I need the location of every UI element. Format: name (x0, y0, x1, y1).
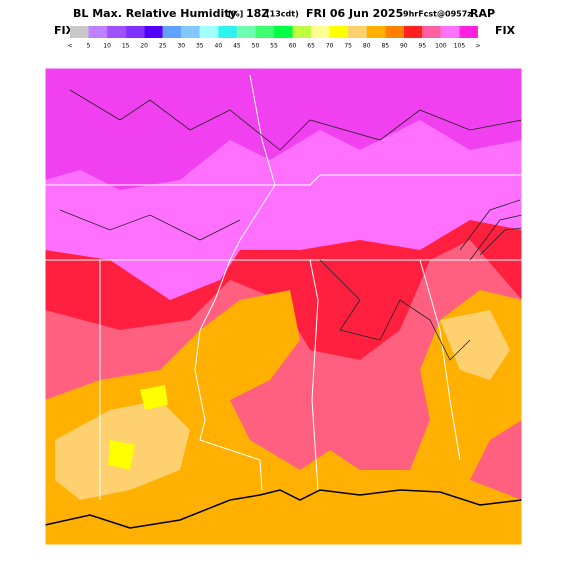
colorbar-label: 75 (344, 43, 352, 50)
color-box (181, 26, 200, 38)
colorbar-label: 60 (289, 43, 297, 50)
color-box (125, 26, 145, 38)
color-box (236, 26, 256, 38)
field-gulf (45, 495, 522, 545)
fix-right: FIX (495, 24, 516, 37)
color-box (440, 26, 460, 38)
state-borders (45, 74, 522, 500)
color-box (311, 26, 330, 38)
local-time: (13cdt) (266, 10, 299, 19)
colorbar-label: 40 (215, 43, 223, 50)
colorbar-label: 50 (252, 43, 260, 50)
colorbar-label: 80 (363, 43, 371, 50)
coastline (44, 489, 523, 529)
forecast: 9hrFcst@0957z (403, 10, 472, 19)
colorbar-label: 85 (381, 43, 389, 50)
model: RAP (470, 7, 495, 20)
color-box (385, 26, 404, 38)
units: [%] (228, 10, 243, 19)
title-text: BL Max. Relative Humidity (73, 7, 237, 20)
color-box (403, 26, 423, 38)
color-box (144, 26, 163, 38)
colorbar-label: 30 (177, 43, 185, 50)
color-box (366, 26, 386, 38)
color-box (70, 26, 89, 38)
colorbar-label: < (67, 43, 72, 50)
title: BL Max. Relative Humidity [%] 18Z (13cdt… (73, 7, 495, 20)
colorbar: <5 10 15 20 25 30 35 40 45 50 55 60 65 70 75 80 85 90 95 10… (67, 26, 481, 50)
colorbar-label: 15 (122, 43, 130, 50)
color-box (218, 26, 237, 38)
color-box (255, 26, 274, 38)
color-box (422, 26, 441, 38)
colorbar-label: 25 (159, 43, 167, 50)
color-box (292, 26, 312, 38)
valid-time: 18Z (246, 7, 269, 20)
colorbar-label: > (475, 43, 480, 50)
colorbar-label: 10 (103, 43, 111, 50)
field-high (45, 68, 522, 190)
colorbar-label: 70 (326, 43, 334, 50)
map (44, 67, 523, 546)
field-yellow (108, 385, 168, 470)
colorbar-label: 95 (419, 43, 427, 50)
color-box (329, 26, 349, 38)
fix-left: FIX (54, 24, 75, 37)
colorbar-label: 55 (270, 43, 278, 50)
color-box (274, 26, 293, 38)
colorbar-label: 45 (233, 43, 241, 50)
color-box (162, 26, 182, 38)
color-box (459, 26, 478, 38)
colorbar-label: 5 (87, 43, 91, 50)
color-box (88, 26, 108, 38)
colorbar-label: 20 (140, 43, 148, 50)
date: FRI 06 Jun 2025 (306, 7, 403, 20)
field-light-orange-2 (440, 310, 510, 380)
color-box (107, 26, 126, 38)
field-orange (45, 290, 522, 545)
color-box (348, 26, 367, 38)
contours (59, 89, 523, 361)
color-box (199, 26, 219, 38)
map-frame (44, 67, 523, 546)
colorbar-label: 105 (454, 43, 466, 50)
colorbar-label: 65 (307, 43, 315, 50)
colorbar-label: 90 (400, 43, 408, 50)
colorbar-label: 35 (196, 43, 204, 50)
colorbar-label: 100 (435, 43, 447, 50)
